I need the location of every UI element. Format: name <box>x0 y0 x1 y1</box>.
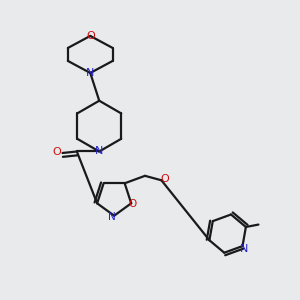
Text: O: O <box>86 31 95 41</box>
Text: O: O <box>160 173 169 184</box>
Text: N: N <box>108 212 116 222</box>
Text: N: N <box>239 244 248 254</box>
Text: N: N <box>95 146 103 157</box>
Text: O: O <box>53 147 62 157</box>
Text: N: N <box>86 68 94 78</box>
Text: O: O <box>129 199 137 209</box>
